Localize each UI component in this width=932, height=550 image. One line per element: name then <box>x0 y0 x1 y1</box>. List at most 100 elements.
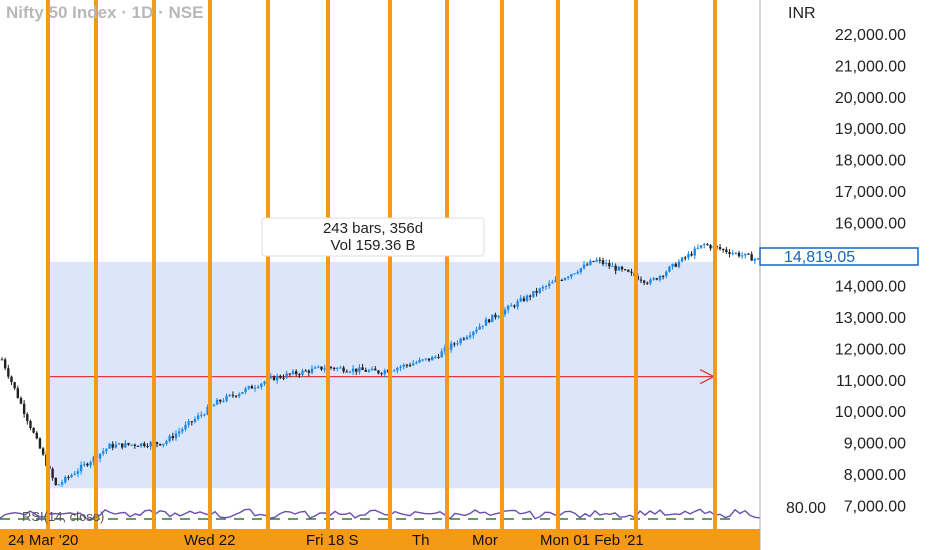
candle-body <box>133 444 137 446</box>
current-price-tag[interactable]: 14,819.05 <box>759 247 919 266</box>
candle-body <box>200 414 203 416</box>
price-axis[interactable]: 22,000.00 21,000.00 20,000.00 19,000.00 18,0… <box>759 0 906 550</box>
vertical-line[interactable] <box>94 0 98 529</box>
candle-body <box>617 266 621 271</box>
candle-body <box>506 305 510 310</box>
candle-body <box>393 370 396 372</box>
candle-body <box>563 277 567 281</box>
candle-body <box>41 448 45 455</box>
tooltip-volume: Vol 159.36 B <box>330 237 415 254</box>
candle-body <box>412 363 415 366</box>
candle-body <box>64 476 67 483</box>
candle-body <box>399 366 402 368</box>
candle-body <box>747 253 750 255</box>
candle-body <box>434 356 437 358</box>
candle-body <box>418 359 421 363</box>
candle-body <box>737 252 741 257</box>
candle-body <box>86 463 89 466</box>
candle-body <box>696 247 700 249</box>
candle-body <box>623 269 627 271</box>
candle-body <box>405 364 409 366</box>
vertical-line[interactable] <box>634 0 638 529</box>
candle-body <box>291 371 295 375</box>
candle-body <box>361 367 364 371</box>
candle-body <box>665 271 668 276</box>
candle-body <box>203 414 206 416</box>
candle-body <box>579 268 583 273</box>
candle-body <box>386 370 390 373</box>
candle-body <box>703 244 706 246</box>
candle-body <box>13 382 16 389</box>
candle-body <box>253 387 257 389</box>
candle-body <box>130 444 133 446</box>
candle-body <box>661 275 665 277</box>
candle-body <box>98 453 102 459</box>
candle-body <box>285 373 288 378</box>
candle-body <box>532 291 535 297</box>
price-tick-label: 7,000.00 <box>844 499 906 516</box>
vertical-line[interactable] <box>556 0 560 529</box>
candle-body <box>124 443 127 448</box>
candle-body <box>127 443 130 445</box>
candle-body <box>614 265 617 271</box>
candle-body <box>298 374 301 376</box>
candle-body <box>424 358 428 360</box>
candle-body <box>706 244 709 246</box>
candle-body <box>35 432 38 439</box>
candle-body <box>272 376 276 381</box>
vertical-line[interactable] <box>326 0 330 529</box>
candle-body <box>598 259 602 261</box>
rsi-axis-label: 80.00 <box>786 500 826 517</box>
candle-body <box>320 366 323 370</box>
price-tick-label: 11,000.00 <box>836 373 906 390</box>
candle-body <box>355 368 358 372</box>
candle-body <box>731 253 734 255</box>
candle-body <box>725 249 728 252</box>
vertical-line[interactable] <box>266 0 270 529</box>
candle-body <box>582 264 586 269</box>
candle-body <box>70 474 73 478</box>
vertical-line[interactable] <box>500 0 504 529</box>
currency-label: INR <box>788 5 816 22</box>
tooltip-bars: 243 bars, 356d <box>323 220 423 237</box>
candle-body <box>592 260 595 262</box>
candle-body <box>522 298 526 301</box>
vertical-line[interactable] <box>388 0 392 529</box>
vertical-line[interactable] <box>713 0 717 529</box>
candle-body <box>589 260 592 265</box>
candle-body <box>462 338 466 340</box>
candle-body <box>60 482 64 485</box>
candle-body <box>449 343 453 350</box>
candle-body <box>57 484 61 486</box>
vertical-line[interactable] <box>152 0 156 529</box>
candle-body <box>358 367 361 372</box>
candle-body <box>421 359 424 361</box>
candle-body <box>548 283 551 287</box>
candle-body <box>646 282 649 284</box>
vertical-line[interactable] <box>445 0 449 529</box>
vertical-line[interactable] <box>46 0 50 529</box>
candle-body <box>690 253 693 256</box>
candle-body <box>212 404 216 407</box>
candle-body <box>497 316 500 318</box>
candle-body <box>468 335 472 338</box>
candle-body <box>111 443 114 448</box>
candle-body <box>234 395 238 397</box>
vertical-line[interactable] <box>208 0 212 529</box>
candle-body <box>671 263 674 267</box>
candle-body <box>652 278 655 280</box>
price-tick-label: 19,000.00 <box>835 121 906 138</box>
candle-body <box>693 248 696 256</box>
candle-body <box>10 376 13 383</box>
candle-body <box>680 257 684 262</box>
candle-body <box>573 273 576 275</box>
vertical-lines[interactable] <box>46 0 717 529</box>
candle-body <box>155 442 159 444</box>
candle-body <box>740 255 744 257</box>
date-axis[interactable]: 24 Mar '20 Wed 22 Fri 18 S Th Mor Mon 01 Feb … <box>0 529 760 550</box>
candle-body <box>440 351 443 358</box>
candle-body <box>576 272 579 274</box>
candle-body <box>105 448 108 452</box>
candle-body <box>38 438 42 449</box>
